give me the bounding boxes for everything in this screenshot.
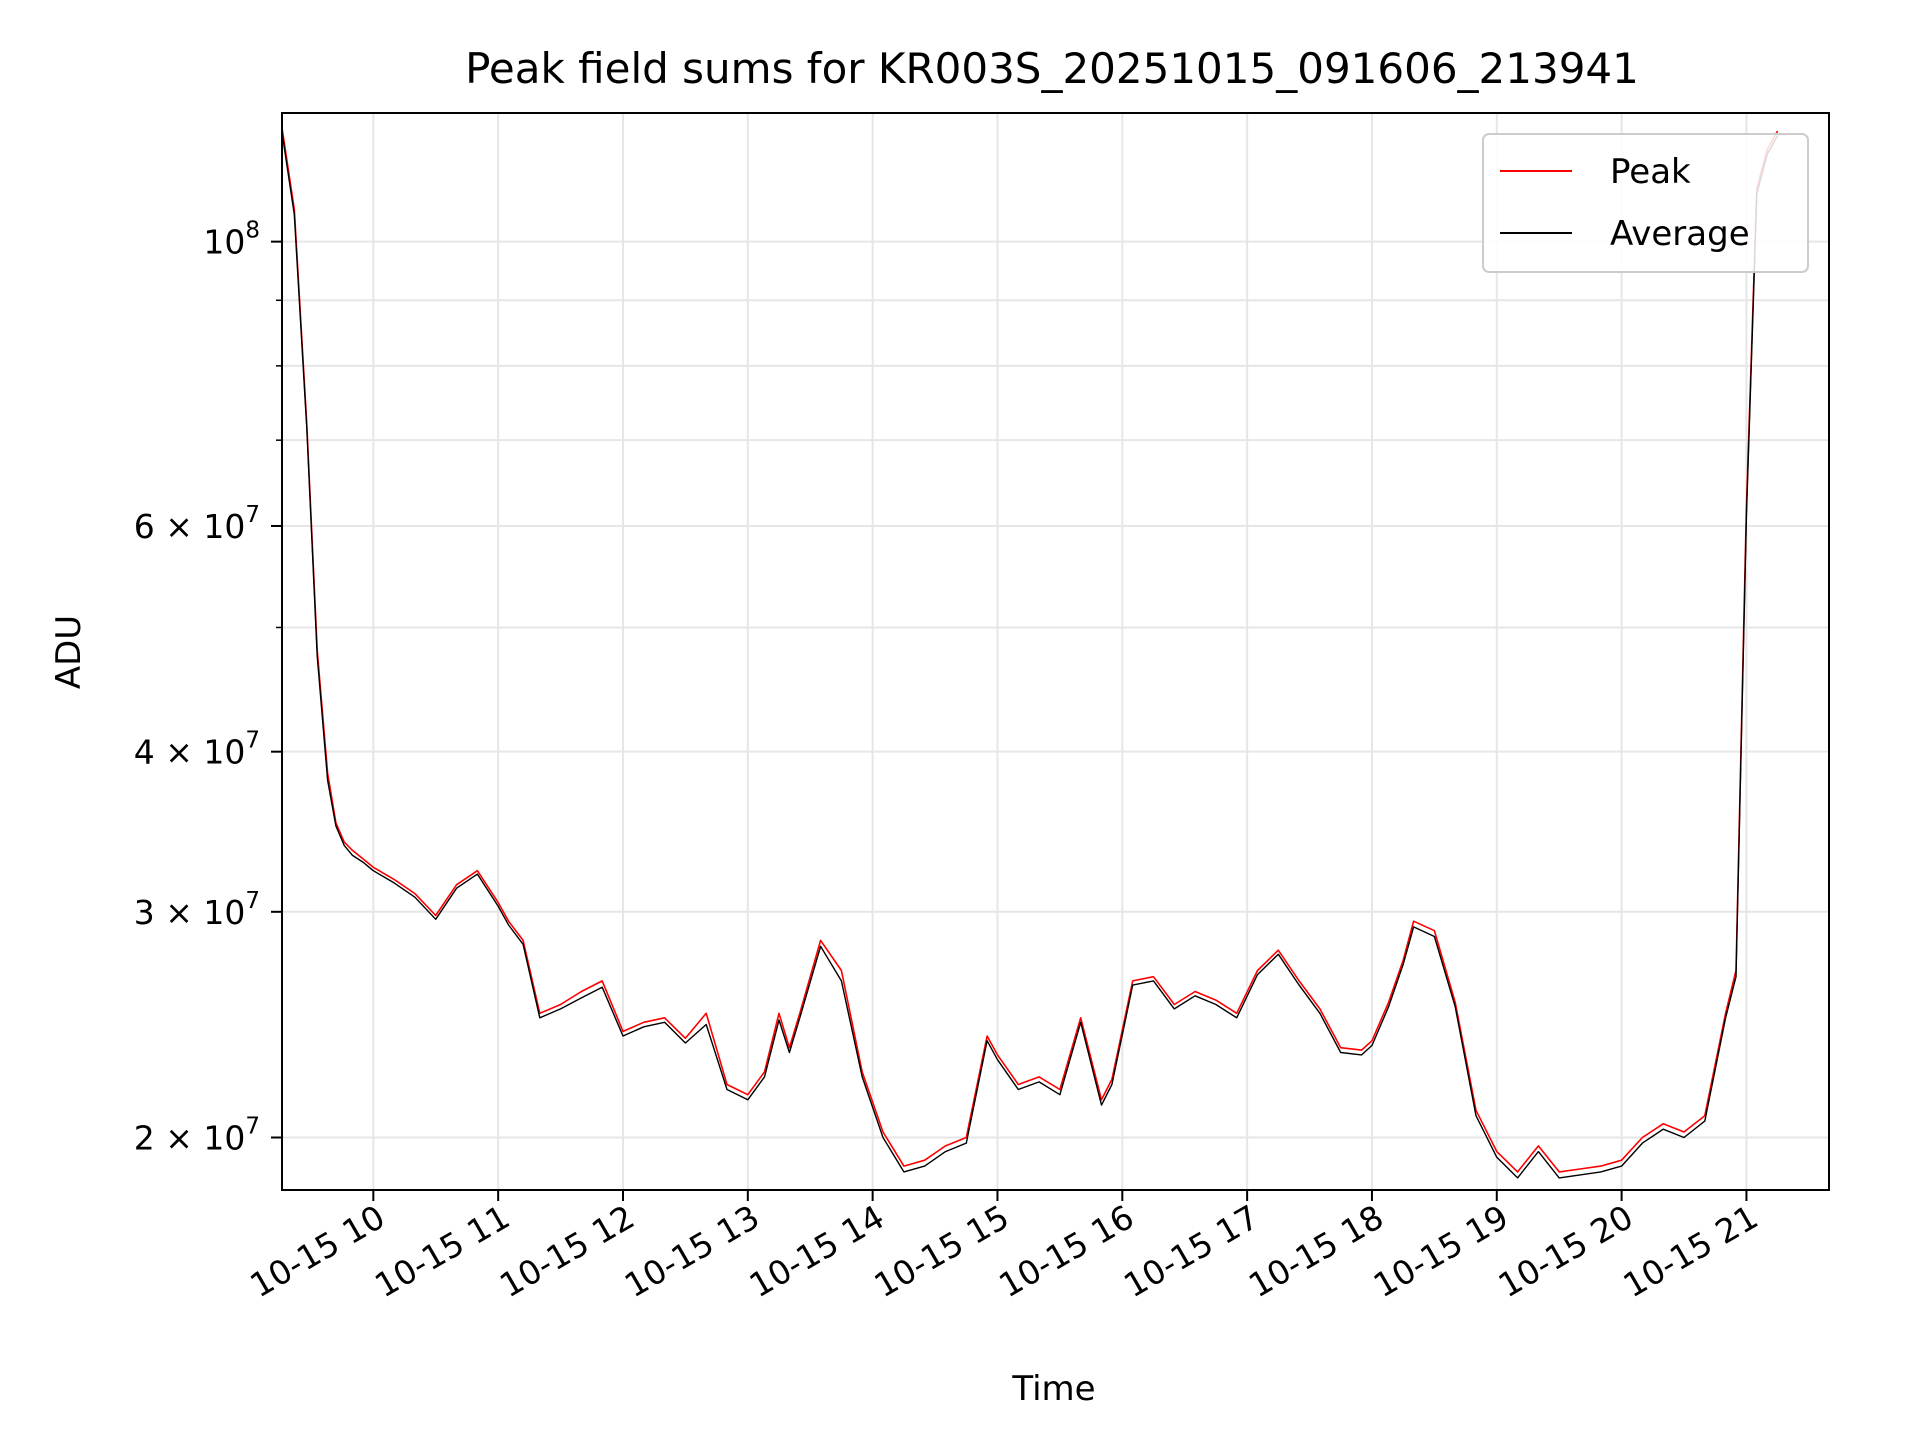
grid <box>282 113 1829 1190</box>
y-tick-label: 2 × 107 <box>134 1114 260 1158</box>
legend-label-peak: Peak <box>1610 152 1691 192</box>
chart-title: Peak field sums for KR003S_20251015_0916… <box>465 44 1639 93</box>
legend-label-average: Average <box>1610 214 1750 254</box>
plot-area <box>282 113 1829 1190</box>
y-tick-label: 6 × 107 <box>134 502 260 546</box>
y-axis-label: ADU <box>49 615 89 689</box>
series-line-peak <box>281 126 1779 1173</box>
y-tick-label: 4 × 107 <box>134 728 260 772</box>
series-lines <box>281 126 1779 1179</box>
legend: Peak Average <box>1482 133 1809 273</box>
legend-box <box>1482 133 1809 273</box>
y-tick-label: 108 <box>203 218 260 262</box>
y-axis-ticks: 2 × 107 3 × 107 4 × 107 6 × 107 108 <box>134 218 282 1158</box>
plot-frame <box>281 112 1830 1191</box>
series-line-average <box>281 130 1779 1179</box>
x-axis-label: Time <box>1011 1369 1095 1409</box>
y-tick-label: 3 × 107 <box>134 888 260 932</box>
